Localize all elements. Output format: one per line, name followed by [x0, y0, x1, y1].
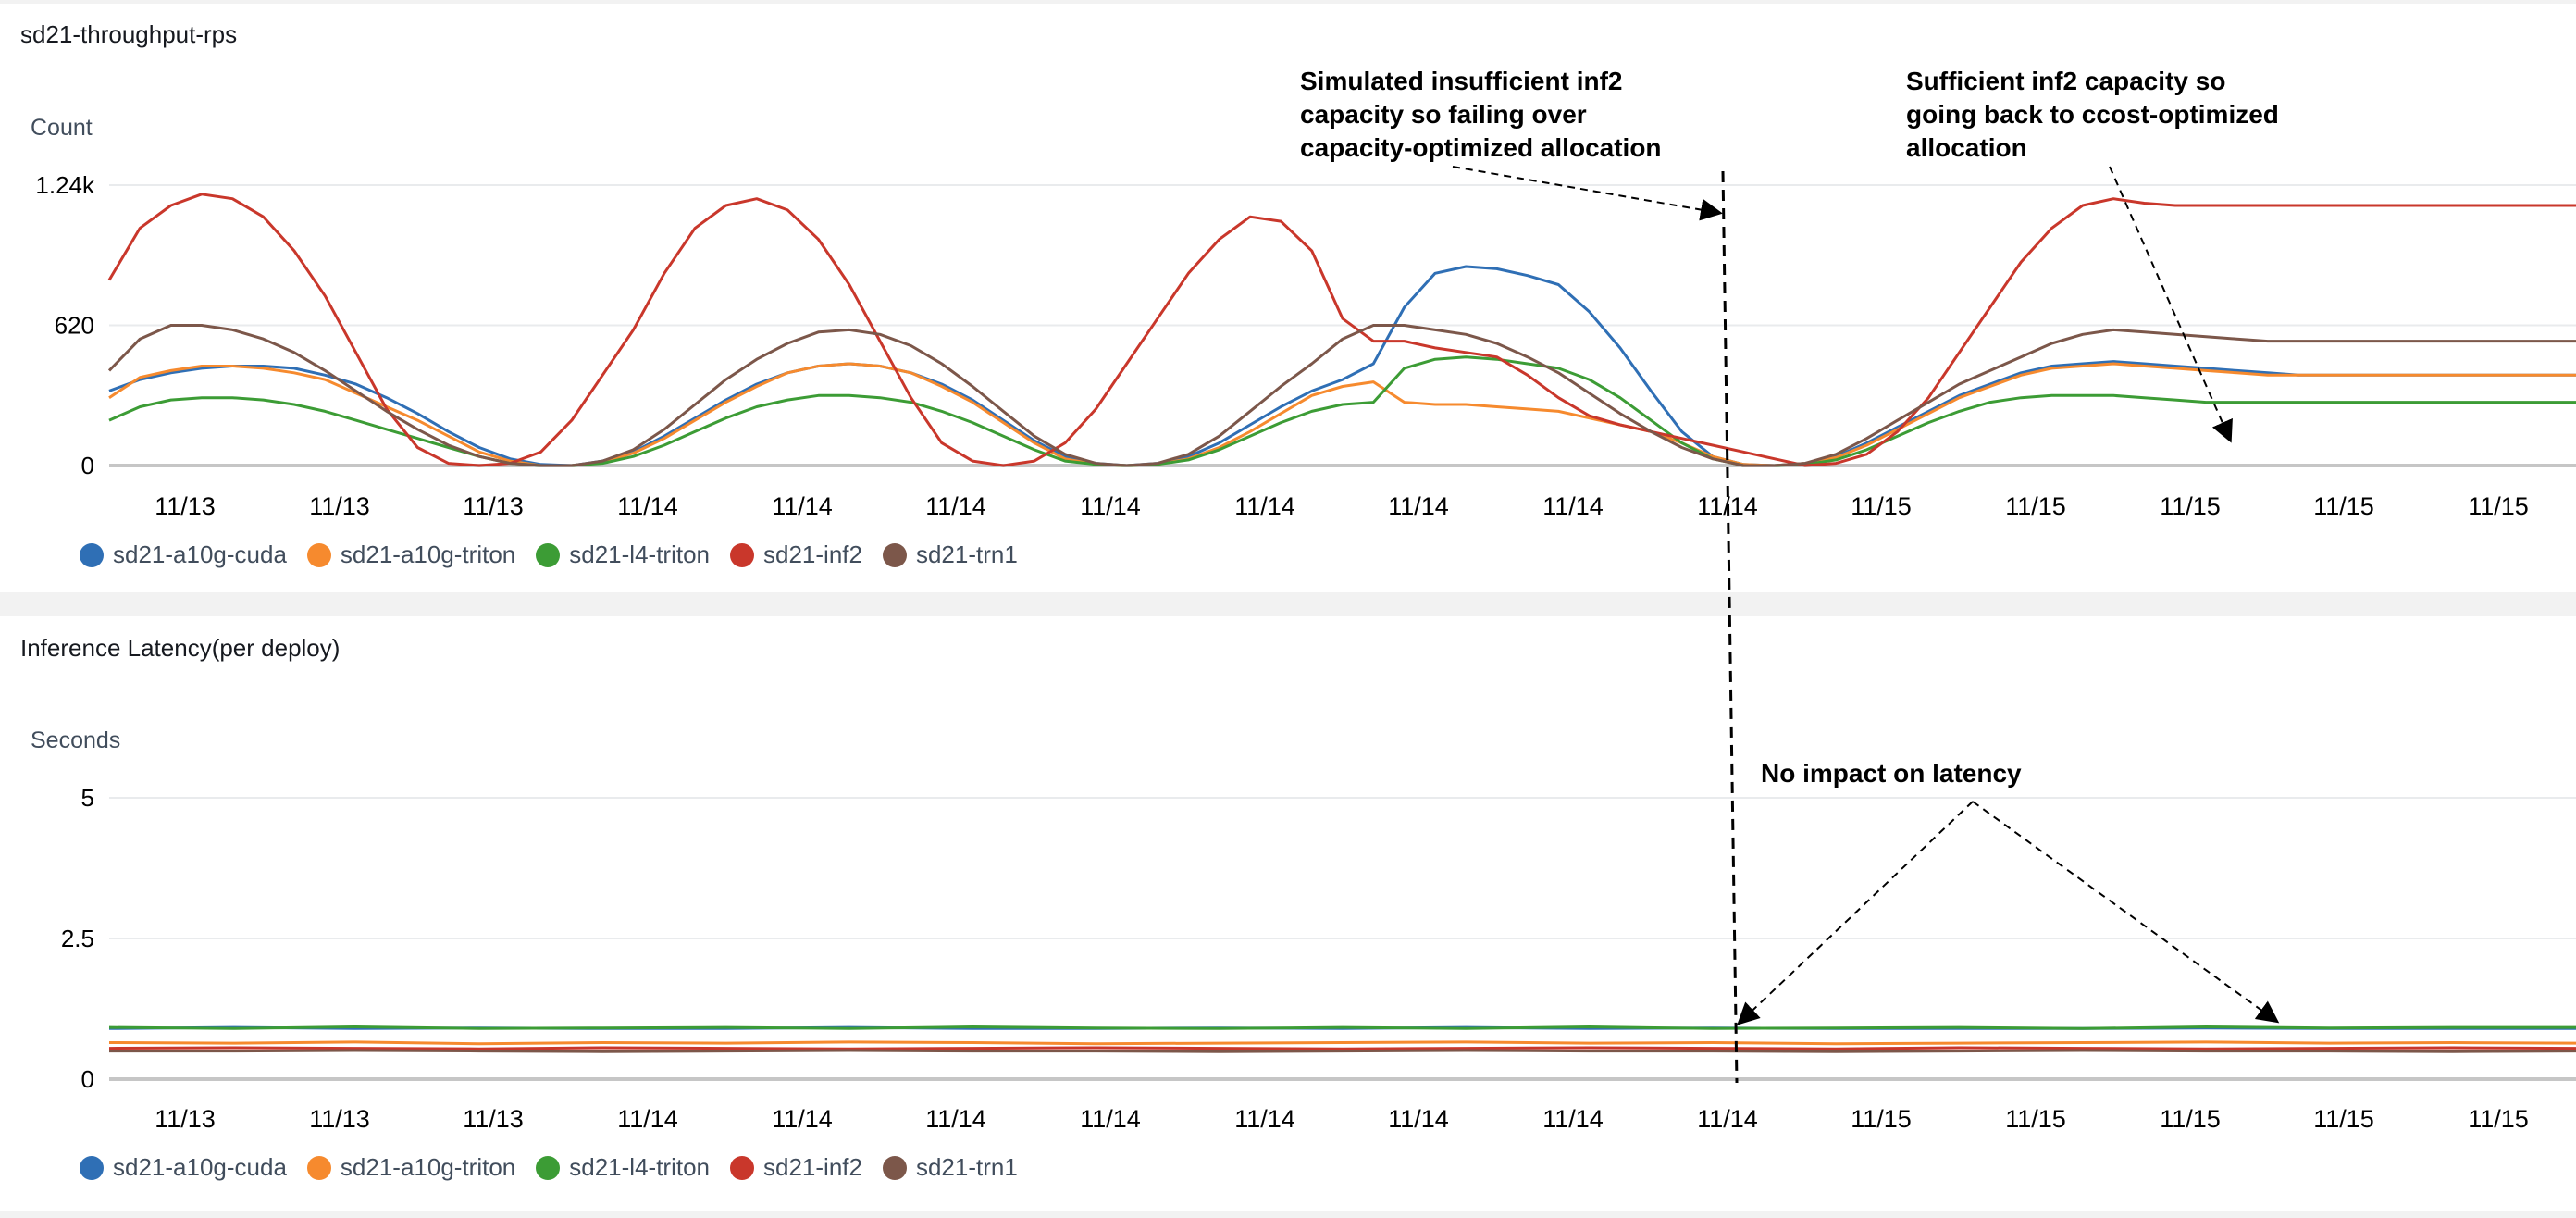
- latency-y-axis-label: Seconds: [31, 727, 121, 753]
- x-tick-label: 11/13: [155, 1105, 216, 1133]
- legend-swatch-trn1: [882, 1155, 907, 1180]
- annotation-failover: Simulated insufficient inf2 capacity so …: [1300, 67, 1662, 162]
- x-tick-label: 11/14: [1542, 1105, 1604, 1133]
- x-tick-label: 11/15: [2160, 492, 2221, 520]
- x-tick-label: 11/15: [2160, 1105, 2221, 1133]
- y-tick-label: 5: [81, 784, 94, 812]
- x-tick-label: 11/14: [1697, 1105, 1758, 1133]
- series-line-sd21-inf2: [108, 1046, 2576, 1050]
- legend-swatch-trn1: [882, 542, 907, 567]
- series-line-sd21-l4-triton: [108, 1025, 2576, 1030]
- legend-label: sd21-inf2: [763, 541, 862, 568]
- legend-label: sd21-a10g-triton: [340, 1153, 516, 1181]
- legend-item-a10g-cuda[interactable]: sd21-a10g-cuda: [80, 1153, 287, 1182]
- series-line-sd21-trn1: [109, 1049, 2576, 1053]
- legend-swatch-a10g-triton: [306, 1155, 331, 1180]
- latency-chart-title: Inference Latency(per deploy): [20, 634, 341, 662]
- x-tick-label: 11/15: [2313, 492, 2374, 520]
- legend-label: sd21-trn1: [915, 1153, 1018, 1181]
- annotation-failback: Sufficient inf2 capacity so going back t…: [1906, 67, 2279, 162]
- x-tick-label: 11/14: [1080, 1105, 1141, 1133]
- x-tick-label: 11/15: [1851, 1105, 1912, 1133]
- x-tick-label: 11/14: [1388, 492, 1449, 520]
- x-tick-label: 11/14: [1234, 492, 1295, 520]
- legend-label: sd21-trn1: [915, 541, 1018, 568]
- legend-item-inf2[interactable]: sd21-inf2: [730, 541, 862, 569]
- x-tick-label: 11/15: [1851, 492, 1912, 520]
- legend-swatch-a10g-triton: [306, 542, 331, 567]
- series-line-sd21-trn1: [107, 324, 2576, 467]
- x-tick-label: 11/14: [1542, 492, 1604, 520]
- x-tick-label: 11/14: [772, 492, 833, 520]
- legend-swatch-l4-triton: [536, 542, 561, 567]
- x-tick-label: 11/14: [1080, 492, 1141, 520]
- x-tick-label: 11/14: [1234, 1105, 1295, 1133]
- throughput-y-axis-label: Count: [31, 115, 93, 141]
- x-tick-label: 11/13: [155, 492, 216, 520]
- legend-item-a10g-triton[interactable]: sd21-a10g-triton: [306, 541, 516, 569]
- x-tick-label: 11/14: [772, 1105, 833, 1133]
- x-tick-label: 11/13: [309, 1105, 370, 1133]
- x-tick-label: 11/13: [463, 1105, 524, 1133]
- legend-label: sd21-a10g-cuda: [113, 1153, 287, 1181]
- x-tick-label: 11/15: [2005, 1105, 2066, 1133]
- legend-swatch-a10g-cuda: [80, 542, 104, 567]
- legend-swatch-l4-triton: [536, 1155, 561, 1180]
- legend-label: sd21-inf2: [763, 1153, 862, 1181]
- x-tick-label: 11/13: [309, 492, 370, 520]
- y-tick-label: 620: [55, 312, 94, 340]
- x-tick-label: 11/13: [463, 492, 524, 520]
- series-line-sd21-a10g-triton: [108, 1040, 2576, 1046]
- y-tick-label: 0: [81, 1065, 94, 1093]
- legend-label: sd21-l4-triton: [569, 1153, 710, 1181]
- latency-legend: sd21-a10g-cuda sd21-a10g-triton sd21-l4-…: [80, 1153, 1038, 1182]
- failback-arrow: [2109, 166, 2233, 443]
- x-tick-label: 11/15: [2313, 1105, 2374, 1133]
- legend-item-trn1[interactable]: sd21-trn1: [882, 541, 1018, 569]
- x-tick-label: 11/14: [617, 492, 678, 520]
- legend-item-trn1[interactable]: sd21-trn1: [882, 1153, 1018, 1182]
- failover-marker-line: [1721, 170, 1739, 1084]
- legend-label: sd21-a10g-triton: [340, 541, 516, 568]
- throughput-panel: [0, 4, 2576, 592]
- series-line-sd21-a10g-triton: [108, 362, 2576, 467]
- legend-swatch-a10g-cuda: [80, 1155, 104, 1180]
- legend-item-inf2[interactable]: sd21-inf2: [730, 1153, 862, 1182]
- throughput-chart-title: sd21-throughput-rps: [20, 20, 238, 48]
- x-tick-label: 11/15: [2468, 1105, 2529, 1133]
- legend-item-a10g-cuda[interactable]: sd21-a10g-cuda: [80, 541, 287, 569]
- latency-panel: [0, 616, 2576, 1211]
- series-line-sd21-l4-triton: [108, 355, 2576, 467]
- latency-arrow-left: [1737, 801, 1974, 1025]
- series-line-sd21-a10g-cuda: [108, 265, 2576, 467]
- y-tick-label: 1.24k: [35, 171, 95, 199]
- x-tick-label: 11/14: [925, 492, 986, 520]
- x-tick-label: 11/15: [2005, 492, 2066, 520]
- failover-arrow: [1452, 166, 1723, 221]
- legend-item-a10g-triton[interactable]: sd21-a10g-triton: [306, 1153, 516, 1182]
- x-tick-label: 11/14: [617, 1105, 678, 1133]
- series-line-sd21-inf2: [107, 193, 2576, 467]
- throughput-legend: sd21-a10g-cuda sd21-a10g-triton sd21-l4-…: [80, 541, 1038, 569]
- legend-label: sd21-l4-triton: [569, 541, 710, 568]
- x-tick-label: 11/14: [925, 1105, 986, 1133]
- annotation-latency: No impact on latency: [1761, 759, 2022, 788]
- legend-item-l4-triton[interactable]: sd21-l4-triton: [536, 541, 710, 569]
- legend-label: sd21-a10g-cuda: [113, 541, 287, 568]
- latency-arrow-right: [1972, 801, 2280, 1024]
- legend-swatch-inf2: [730, 542, 754, 567]
- legend-item-l4-triton[interactable]: sd21-l4-triton: [536, 1153, 710, 1182]
- y-tick-label: 0: [81, 452, 94, 479]
- legend-swatch-inf2: [730, 1155, 754, 1180]
- x-tick-label: 11/14: [1388, 1105, 1449, 1133]
- y-tick-label: 2.5: [61, 925, 94, 952]
- x-tick-label: 11/15: [2468, 492, 2529, 520]
